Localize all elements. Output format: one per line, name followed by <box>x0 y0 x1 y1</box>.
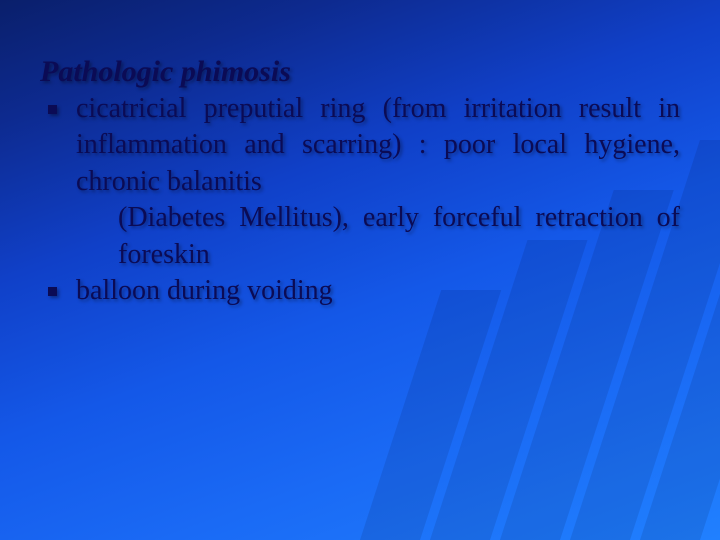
bullet-list: cicatricial preputial ring (from irritat… <box>40 91 680 309</box>
bullet-text: cicatricial preputial ring (from irritat… <box>76 93 680 197</box>
slide-title: Pathologic phimosis <box>40 55 680 89</box>
slide: Pathologic phimosis cicatricial preputia… <box>0 0 720 540</box>
bullet-text: balloon during voiding <box>76 275 333 306</box>
list-item: cicatricial preputial ring (from irritat… <box>40 91 680 273</box>
slide-content: Pathologic phimosis cicatricial preputia… <box>40 55 680 309</box>
watermark-bar <box>360 290 501 540</box>
bullet-text-cont: (Diabetes Mellitus), early forceful retr… <box>76 200 680 273</box>
list-item: balloon during voiding <box>40 273 680 309</box>
